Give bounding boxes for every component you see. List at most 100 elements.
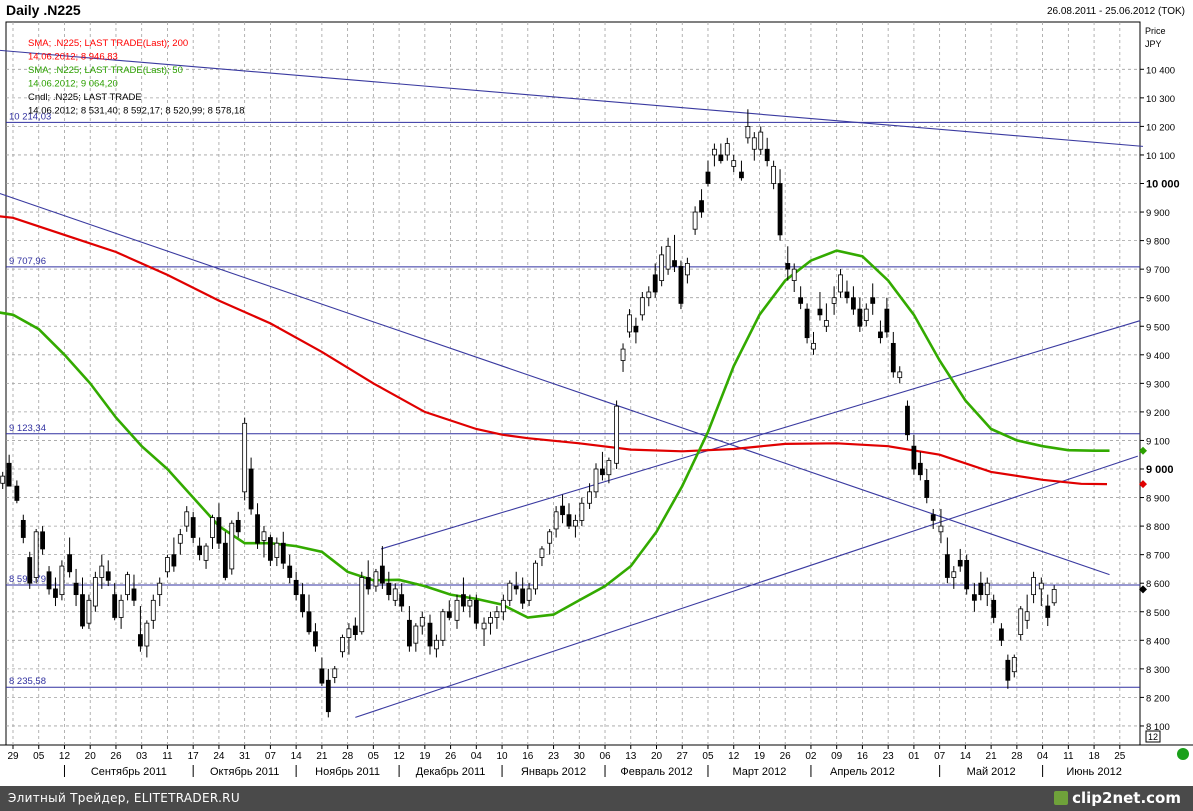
candle-body [798, 297, 804, 304]
plot-frame [5, 21, 1141, 746]
candle-body [1045, 605, 1051, 618]
candle-body [897, 371, 903, 379]
candle-body [157, 582, 163, 596]
candle-body [513, 585, 519, 590]
date-tick-label: 03 [136, 751, 148, 762]
candle-body [306, 611, 312, 633]
candle-body [507, 582, 513, 601]
candle-body [614, 405, 620, 464]
date-tick-label: 06 [599, 751, 611, 762]
candle-body [533, 562, 538, 590]
candle-body [274, 542, 280, 558]
month-label: Ноябрь 2011 [315, 766, 380, 778]
candle-body [138, 634, 143, 647]
candle-body [905, 405, 910, 436]
candle-body [319, 668, 325, 684]
candle-body [526, 588, 532, 601]
date-tick-label: 11 [1063, 751, 1074, 762]
candle-body [718, 154, 724, 162]
candle-body [14, 485, 20, 501]
candle-body [488, 617, 493, 624]
candle-body [59, 565, 65, 596]
price-tick-label: 9 200 [1146, 408, 1170, 419]
candle-body [461, 594, 466, 607]
sma200-marker [1139, 480, 1147, 489]
candle-body [255, 514, 260, 544]
candle-body [242, 422, 248, 493]
month-label: Март 2012 [733, 766, 787, 778]
date-tick-label: 19 [754, 751, 766, 762]
candle-body [105, 571, 111, 581]
price-tick-label: 8 800 [1146, 522, 1170, 533]
candle-body [665, 245, 671, 270]
candle-body [593, 468, 599, 493]
price-tick-label: 9 100 [1146, 436, 1170, 447]
month-label: Май 2012 [967, 766, 1016, 778]
date-tick-label: 18 [1089, 751, 1101, 762]
candle-body [938, 525, 944, 533]
candle-body [791, 268, 797, 281]
month-label: Январь 2012 [521, 766, 586, 778]
candle-body [984, 582, 990, 596]
candle-body [125, 574, 130, 596]
candle-body [999, 628, 1004, 641]
candle-body [165, 557, 170, 573]
candle-body [261, 531, 267, 541]
candle-body [627, 314, 632, 333]
candle-body [467, 599, 473, 607]
candle-body [1051, 589, 1057, 604]
date-tick-label: 29 [7, 751, 19, 762]
date-tick-label: 14 [960, 751, 972, 762]
candle-body [332, 668, 338, 678]
price-tick-label: 10 000 [1146, 179, 1180, 191]
candle-body [930, 514, 936, 521]
candle-body [944, 554, 950, 578]
date-tick-label: 09 [831, 751, 843, 762]
price-tick-label: 8 900 [1146, 494, 1170, 505]
legend-entry: 14.06.2012; 8 946,83 [28, 52, 118, 63]
candle-body [427, 622, 433, 647]
date-tick-label: 05 [368, 751, 380, 762]
date-tick-label: 23 [548, 751, 560, 762]
price-tick-label: 8 600 [1146, 579, 1170, 590]
candle-body [413, 625, 419, 644]
date-tick-label: 31 [239, 751, 251, 762]
candle-body [500, 599, 506, 613]
candle-body [878, 331, 883, 339]
candle-body [131, 588, 137, 601]
footer-bar: Элитный Трейдер, ELITETRADER.RU clip2net… [0, 786, 1193, 811]
candle-body [863, 308, 869, 321]
candle-body [684, 263, 690, 276]
legend-entry: 14.06.2012; 9 064,20 [28, 79, 118, 90]
date-tick-label: 26 [110, 751, 122, 762]
candle-body [1018, 608, 1024, 635]
candle-body [652, 274, 658, 293]
candle-body [80, 594, 85, 627]
price-axis-label: Price [1145, 26, 1166, 36]
candle-body [739, 171, 744, 179]
date-tick-label: 04 [471, 751, 483, 762]
candles-group [0, 109, 1057, 718]
candle-body [606, 460, 612, 476]
candle-body [678, 265, 684, 304]
date-tick-label: 07 [934, 751, 946, 762]
price-tick-label: 10 100 [1146, 151, 1175, 162]
candle-body [520, 588, 526, 604]
brand-link[interactable]: clip2net.com [1054, 789, 1181, 807]
candle-body [692, 211, 698, 230]
date-tick-label: 07 [265, 751, 277, 762]
candle-body [112, 594, 118, 618]
candle-body [573, 519, 578, 527]
price-tick-label: 10 400 [1146, 65, 1175, 76]
date-tick-label: 19 [419, 751, 431, 762]
legend-entry: Cndl; .N225; LAST TRADE [28, 92, 142, 103]
date-tick-label: 05 [33, 751, 45, 762]
candle-body [560, 505, 565, 516]
candle-body [884, 308, 890, 333]
candle-body [235, 519, 241, 533]
trendline-channel-lower [355, 455, 1139, 718]
candle-body [764, 148, 770, 162]
price-tick-label: 9 300 [1146, 379, 1170, 390]
candle-body [177, 534, 183, 544]
